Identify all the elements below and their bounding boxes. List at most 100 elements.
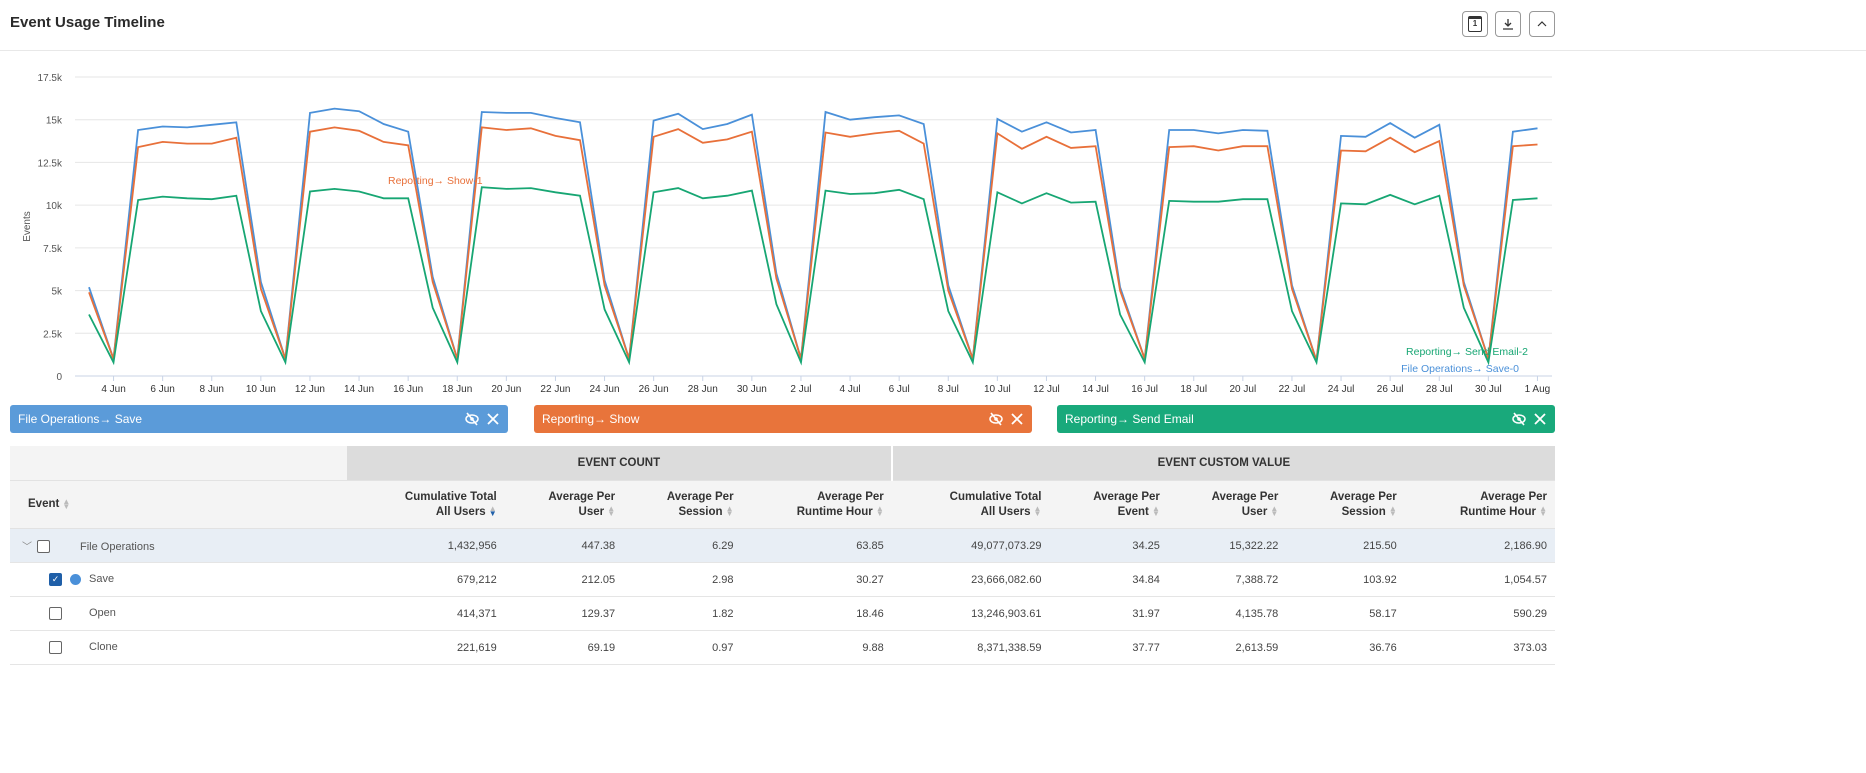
table-cell: 30.27 xyxy=(741,562,892,597)
event-usage-line-chart: 0 2.5k 5k 7.5k 10k 12.5k 15k 17.5k Events 4 Jun 6 … xyxy=(22,73,1552,395)
series-line-1[interactable] xyxy=(88,126,1538,361)
column-header[interactable]: Average Per User ▲ ▼ xyxy=(1167,480,1287,529)
table-row[interactable]: ﹀ File Operations 1,432,956 447.38 6.29 63.85… xyxy=(10,528,1555,563)
x-tick-label: 10 Jul xyxy=(984,384,1011,395)
table-cell: 447.38 xyxy=(504,528,624,563)
row-checkbox[interactable] xyxy=(49,607,62,620)
series-line-2[interactable] xyxy=(88,186,1538,366)
event-name: Save xyxy=(89,573,115,586)
y-tick-label: 2.5k xyxy=(43,329,63,340)
y-tick-label: 0 xyxy=(56,372,62,383)
table-row[interactable]: Clone 221,619 69.19 0.97 9.88 8,371,338.59 37.… xyxy=(10,630,1555,665)
legend-chip[interactable]: Reporting→ Show xyxy=(534,405,1032,433)
x-tick-label: 2 Jul xyxy=(790,384,811,395)
sort-icon[interactable]: ▲ ▼ xyxy=(1033,504,1042,519)
column-header[interactable]: Cumulative Total All Users ▲ ▼ xyxy=(891,480,1050,529)
column-header-line1: Average Per xyxy=(1211,490,1279,503)
column-header[interactable]: Average Per Session ▲ ▼ xyxy=(623,480,742,529)
column-header[interactable]: Cumulative Total All Users ▲ ▼ xyxy=(347,480,505,529)
table-cell: 31.97 xyxy=(1049,596,1168,631)
x-tick-label: 12 Jul xyxy=(1033,384,1060,395)
eye-off-icon[interactable] xyxy=(464,411,480,427)
series-annotation: File Operations→ Save-0 xyxy=(1401,363,1519,375)
x-tick-label: 16 Jul xyxy=(1131,384,1158,395)
expand-chevron-icon[interactable]: ﹀ xyxy=(22,541,32,553)
x-tick-label: 22 Jun xyxy=(540,384,570,395)
table-cell: 58.17 xyxy=(1286,596,1405,631)
sort-icon[interactable]: ▲ ▼ xyxy=(725,504,734,519)
column-header[interactable]: Average Per Runtime Hour ▲ ▼ xyxy=(741,480,892,529)
x-tick-label: 20 Jun xyxy=(491,384,521,395)
eye-off-icon[interactable] xyxy=(988,411,1004,427)
series-color-dot xyxy=(70,642,81,653)
event-name: Open xyxy=(89,607,116,620)
chip-label: Reporting→ Show xyxy=(542,412,640,426)
row-checkbox[interactable] xyxy=(49,641,62,654)
table-cell: 414,371 xyxy=(347,596,505,631)
sort-icon[interactable]: ▲ ▼ xyxy=(1151,504,1160,519)
table-cell: 18.46 xyxy=(741,596,892,631)
download-button[interactable] xyxy=(1495,11,1521,37)
x-tick-label: 18 Jun xyxy=(442,384,472,395)
x-tick-label: 24 Jul xyxy=(1328,384,1355,395)
column-header-line2: Event xyxy=(1117,505,1149,518)
y-tick-label: 12.5k xyxy=(38,158,63,169)
legend-chip[interactable]: File Operations→ Save xyxy=(10,405,508,433)
eye-off-icon[interactable] xyxy=(1511,411,1527,427)
x-tick-label: 1 Aug xyxy=(1525,384,1551,395)
x-tick-label: 26 Jun xyxy=(639,384,669,395)
close-icon[interactable] xyxy=(1533,411,1547,427)
column-header-event[interactable]: Event ▲ ▼ xyxy=(10,480,347,529)
sort-icon[interactable]: ▲ ▼ xyxy=(488,504,497,519)
table-cell: 9.88 xyxy=(741,630,892,665)
legend-chip[interactable]: Reporting→ Send Email xyxy=(1057,405,1555,433)
x-tick-label: 10 Jun xyxy=(246,384,276,395)
collapse-button[interactable] xyxy=(1529,11,1555,37)
table-cell: 2.98 xyxy=(623,562,742,597)
date-range-button[interactable]: 1 xyxy=(1462,11,1488,37)
sort-icon[interactable]: ▲ ▼ xyxy=(875,504,884,519)
table-row[interactable]: Open 414,371 129.37 1.82 18.46 13,246,903.61 3… xyxy=(10,596,1555,631)
x-tick-label: 6 Jul xyxy=(889,384,910,395)
close-icon[interactable] xyxy=(1010,411,1024,427)
table-cell: 34.25 xyxy=(1049,528,1168,563)
column-header-line2: All Users xyxy=(435,505,486,518)
y-tick-label: 10k xyxy=(46,201,63,212)
column-header[interactable]: Average Per Session ▲ ▼ xyxy=(1286,480,1405,529)
column-header-line1: Average Per xyxy=(817,490,884,503)
column-header-line1: Average Per xyxy=(1093,490,1160,503)
column-header-line2: All Users xyxy=(980,505,1031,518)
sort-icon[interactable]: ▲ ▼ xyxy=(1270,504,1279,519)
table-cell: 49,077,073.29 xyxy=(891,528,1050,563)
event-name: Clone xyxy=(89,641,118,654)
x-tick-label: 28 Jun xyxy=(688,384,718,395)
sort-icon[interactable]: ▲ ▼ xyxy=(1388,504,1397,519)
column-header[interactable]: Average Per Event ▲ ▼ xyxy=(1049,480,1168,529)
header-divider xyxy=(0,50,1866,51)
row-checkbox[interactable] xyxy=(37,540,50,554)
event-header-label: Event xyxy=(28,498,60,510)
column-header[interactable]: Average Per User ▲ ▼ xyxy=(504,480,624,529)
column-header[interactable]: Average Per Runtime Hour ▲ ▼ xyxy=(1404,480,1555,529)
column-header-line1: Average Per xyxy=(1330,490,1397,503)
table-row[interactable]: ✓ Save 679,212 212.05 2.98 30.27 23,666,082.60… xyxy=(10,562,1555,597)
column-header-line2: Runtime Hour xyxy=(796,505,873,518)
table-cell: 13,246,903.61 xyxy=(891,596,1050,631)
row-checkbox[interactable]: ✓ xyxy=(49,573,62,586)
event-table: EVENT COUNT EVENT CUSTOM VALUE Event ▲ ▼ C… xyxy=(10,446,1555,665)
column-header-line1: Average Per xyxy=(1480,490,1547,503)
table-cell: 69.19 xyxy=(504,630,624,665)
column-header-line2: User xyxy=(578,505,605,518)
sort-icon[interactable]: ▲ ▼ xyxy=(607,504,616,519)
sort-icon[interactable]: ▲ ▼ xyxy=(1539,504,1547,519)
group-event-custom-value: EVENT CUSTOM VALUE xyxy=(891,446,1555,481)
x-tick-label: 12 Jun xyxy=(295,384,325,395)
x-tick-label: 6 Jun xyxy=(150,384,174,395)
close-icon[interactable] xyxy=(486,411,500,427)
series-line-0[interactable] xyxy=(88,107,1538,361)
y-tick-label: 15k xyxy=(46,116,63,127)
sort-icon[interactable]: ▲ ▼ xyxy=(62,496,71,511)
y-tick-label: 17.5k xyxy=(38,73,63,84)
column-header-line1: Cumulative Total xyxy=(404,490,497,503)
x-tick-label: 8 Jun xyxy=(200,384,224,395)
